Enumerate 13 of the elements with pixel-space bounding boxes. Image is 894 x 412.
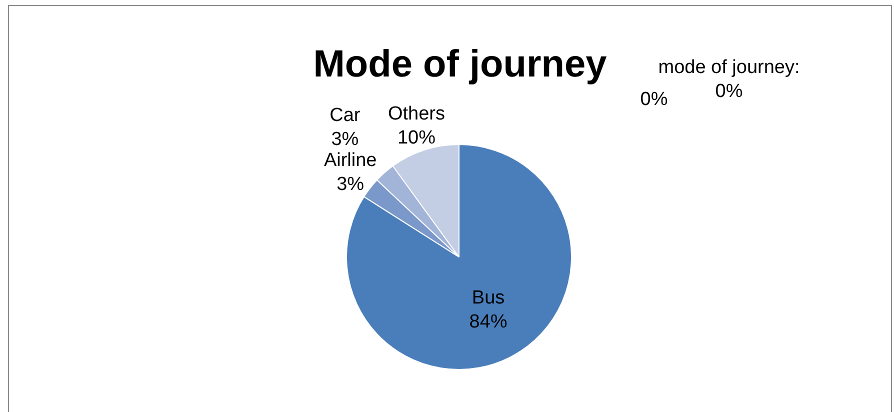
data-label: 10% <box>397 127 436 148</box>
text: 0% <box>640 89 668 110</box>
slice-label: Others <box>388 103 446 124</box>
text: : <box>794 57 800 78</box>
slice-label: Bus <box>472 287 505 308</box>
text: 0% <box>715 81 743 102</box>
data-label: 3% <box>331 128 359 150</box>
data-label: 84% <box>469 311 508 332</box>
category-label: mode of journey <box>658 57 794 78</box>
chart-title: Mode of journey <box>313 43 607 86</box>
slice-label: Airline <box>324 150 377 171</box>
slice-label: Car <box>330 104 361 126</box>
data-label: 3% <box>336 174 364 195</box>
